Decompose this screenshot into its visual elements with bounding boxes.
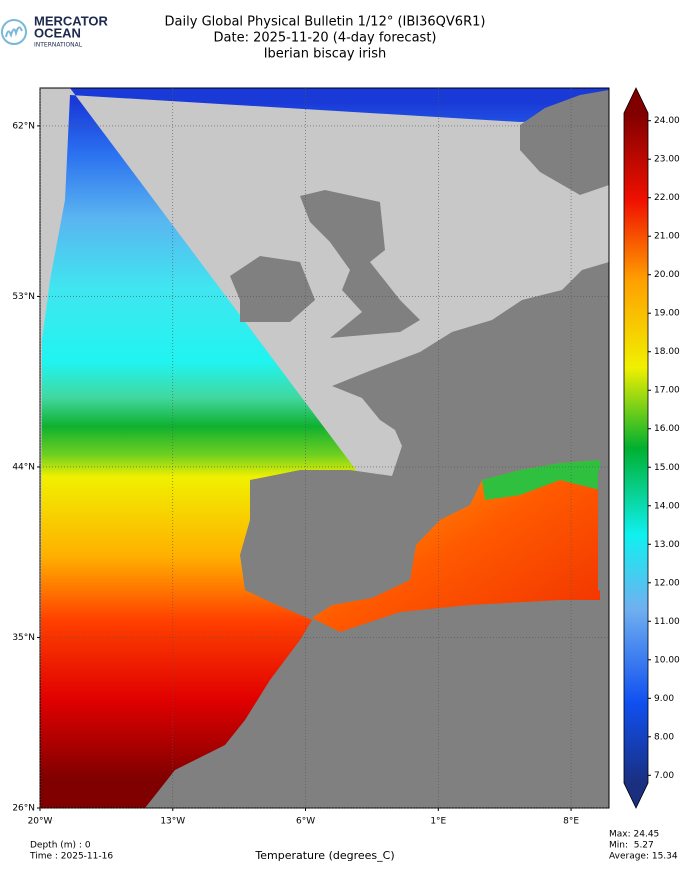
y-tick-label: 53°N xyxy=(12,292,35,302)
colorbar-label: 13.00 xyxy=(654,540,680,550)
logo-text: MERCATOR xyxy=(34,13,109,28)
logo-text: INTERNATIONAL xyxy=(34,42,83,49)
title: Date: 2025-11-20 (4-day forecast) xyxy=(214,31,437,46)
stat: Min: 5.27 xyxy=(609,841,654,851)
colorbar-label: 16.00 xyxy=(654,424,680,434)
colorbar-label: 18.00 xyxy=(654,347,680,357)
y-tick-label: 62°N xyxy=(12,121,35,131)
colorbar-label: 15.00 xyxy=(654,463,680,473)
colorbar-label: 14.00 xyxy=(654,501,680,511)
x-tick-label: 1°E xyxy=(430,817,446,827)
footer-text: Time : 2025-11-16 xyxy=(29,852,113,862)
colorbar-label: 12.00 xyxy=(654,578,680,588)
axis-label: Temperature (degrees_C) xyxy=(254,849,394,862)
colorbar-label: 22.00 xyxy=(654,193,680,203)
footer-text: Depth (m) : 0 xyxy=(30,841,91,851)
map xyxy=(39,87,610,809)
title: Iberian biscay irish xyxy=(264,47,387,62)
colorbar-label: 19.00 xyxy=(654,309,680,319)
colorbar-label: 9.00 xyxy=(654,694,674,704)
colorbar-label: 8.00 xyxy=(654,732,674,742)
title: Daily Global Physical Bulletin 1/12° (IB… xyxy=(165,15,486,30)
logo-text: OCEAN xyxy=(34,25,81,40)
colorbar-label: 7.00 xyxy=(654,771,674,781)
colorbar-label: 11.00 xyxy=(654,617,680,627)
colorbar-label: 10.00 xyxy=(654,655,680,665)
colorbar-label: 20.00 xyxy=(654,270,680,280)
colorbar xyxy=(623,87,649,809)
x-tick-label: 8°E xyxy=(563,817,579,827)
y-tick-label: 44°N xyxy=(12,462,35,472)
y-tick-label: 26°N xyxy=(12,804,35,814)
x-tick-label: 20°W xyxy=(28,817,53,827)
logo: MERCATOR OCEAN INTERNATIONAL xyxy=(1,13,109,49)
colorbar-label: 24.00 xyxy=(654,116,680,126)
x-tick-label: 6°W xyxy=(296,817,315,827)
stat: Average: 15.34 xyxy=(609,852,678,862)
x-tick-label: 13°W xyxy=(160,817,185,827)
colorbar-label: 21.00 xyxy=(654,232,680,242)
colorbar-label: 17.00 xyxy=(654,386,680,396)
y-tick-label: 35°N xyxy=(12,633,35,643)
colorbar-label: 23.00 xyxy=(654,155,680,165)
stat: Max: 24.45 xyxy=(609,830,659,840)
axes: 20°W 13°W 6°W 1°E 8°E 26°N 35°N 44°N 53°N 62°N 7.0… xyxy=(12,88,680,827)
